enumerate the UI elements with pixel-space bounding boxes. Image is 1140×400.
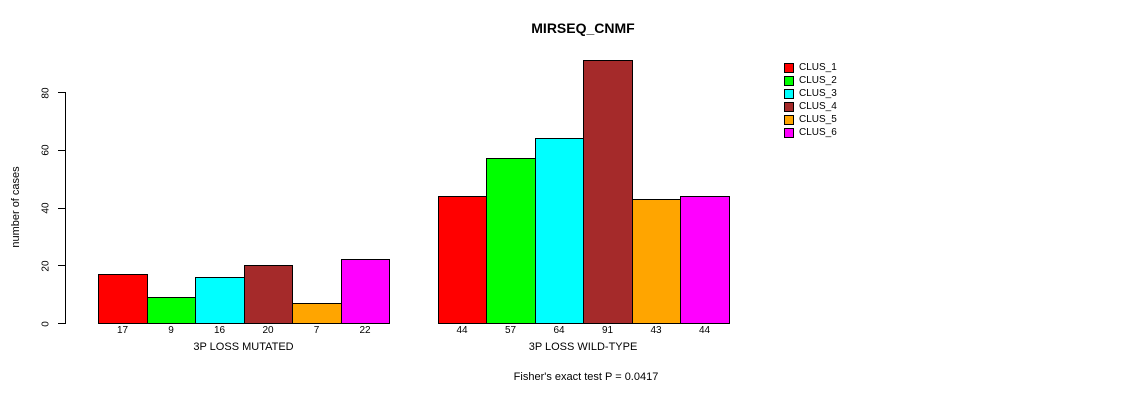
bar-value-label: 44: [698, 325, 711, 336]
legend-label-clus_1: CLUS_1: [799, 62, 837, 73]
fisher-test-annotation: Fisher's exact test P = 0.0417: [513, 371, 659, 383]
chart-title: MIRSEQ_CNMF: [531, 20, 635, 36]
legend-label-clus_4: CLUS_4: [799, 101, 837, 112]
bar-value-label: 91: [601, 325, 614, 336]
bar-value-label: 64: [553, 325, 565, 336]
bar-value-label: 43: [650, 325, 662, 336]
legend-swatch-clus_5: [784, 115, 794, 125]
bar-clus_1-group2: [438, 196, 487, 324]
y-axis-tick-label: 60: [40, 144, 52, 156]
bar-clus_6-group2: [680, 196, 730, 324]
legend-label-clus_6: CLUS_6: [799, 127, 837, 138]
y-axis-tick: [58, 265, 65, 267]
legend-swatch-clus_2: [784, 76, 794, 86]
y-axis-tick-label: 20: [40, 260, 52, 272]
legend-label-clus_5: CLUS_5: [799, 114, 837, 125]
legend-swatch-clus_4: [784, 102, 794, 112]
y-axis-tick: [58, 92, 65, 93]
y-axis-tick: [58, 149, 65, 151]
x-axis-group-label: 3P LOSS MUTATED: [193, 341, 294, 353]
y-axis-tick-label: 80: [40, 86, 52, 99]
bar-clus_2-group2: [486, 158, 536, 324]
bar-value-label: 22: [359, 325, 371, 336]
legend-label-clus_3: CLUS_3: [799, 88, 837, 99]
legend-swatch-clus_1: [784, 63, 794, 73]
y-axis-tick-label: 0: [40, 320, 52, 327]
y-axis-tick: [58, 323, 65, 324]
bar-value-label: 44: [456, 325, 468, 336]
y-axis-tick-label: 40: [40, 202, 52, 214]
bar-value-label: 17: [116, 325, 129, 336]
bar-value-label: 57: [504, 325, 517, 336]
bar-value-label: 9: [168, 325, 174, 336]
y-axis-label: number of cases: [10, 166, 22, 248]
bar-value-label: 16: [213, 325, 226, 336]
y-axis-tick: [58, 207, 65, 209]
x-axis-group-label: 3P LOSS WILD-TYPE: [528, 341, 638, 353]
bar-clus_1-group1: [98, 274, 148, 324]
bar-clus_4-group2: [583, 60, 633, 324]
legend-swatch-clus_3: [784, 89, 794, 99]
bar-clus_3-group2: [535, 138, 584, 324]
bar-clus_5-group1: [292, 303, 342, 324]
bar-value-label: 20: [262, 325, 274, 336]
bar-clus_6-group1: [341, 259, 390, 324]
y-axis-line: [65, 92, 66, 324]
bar-clus_5-group2: [632, 199, 681, 324]
bar-value-label: 7: [313, 325, 320, 336]
legend-label-clus_2: CLUS_2: [799, 75, 837, 86]
bar-clus_3-group1: [195, 277, 245, 324]
bar-clus_2-group1: [147, 297, 196, 324]
legend-swatch-clus_6: [784, 128, 794, 138]
bar-clus_4-group1: [244, 265, 293, 324]
